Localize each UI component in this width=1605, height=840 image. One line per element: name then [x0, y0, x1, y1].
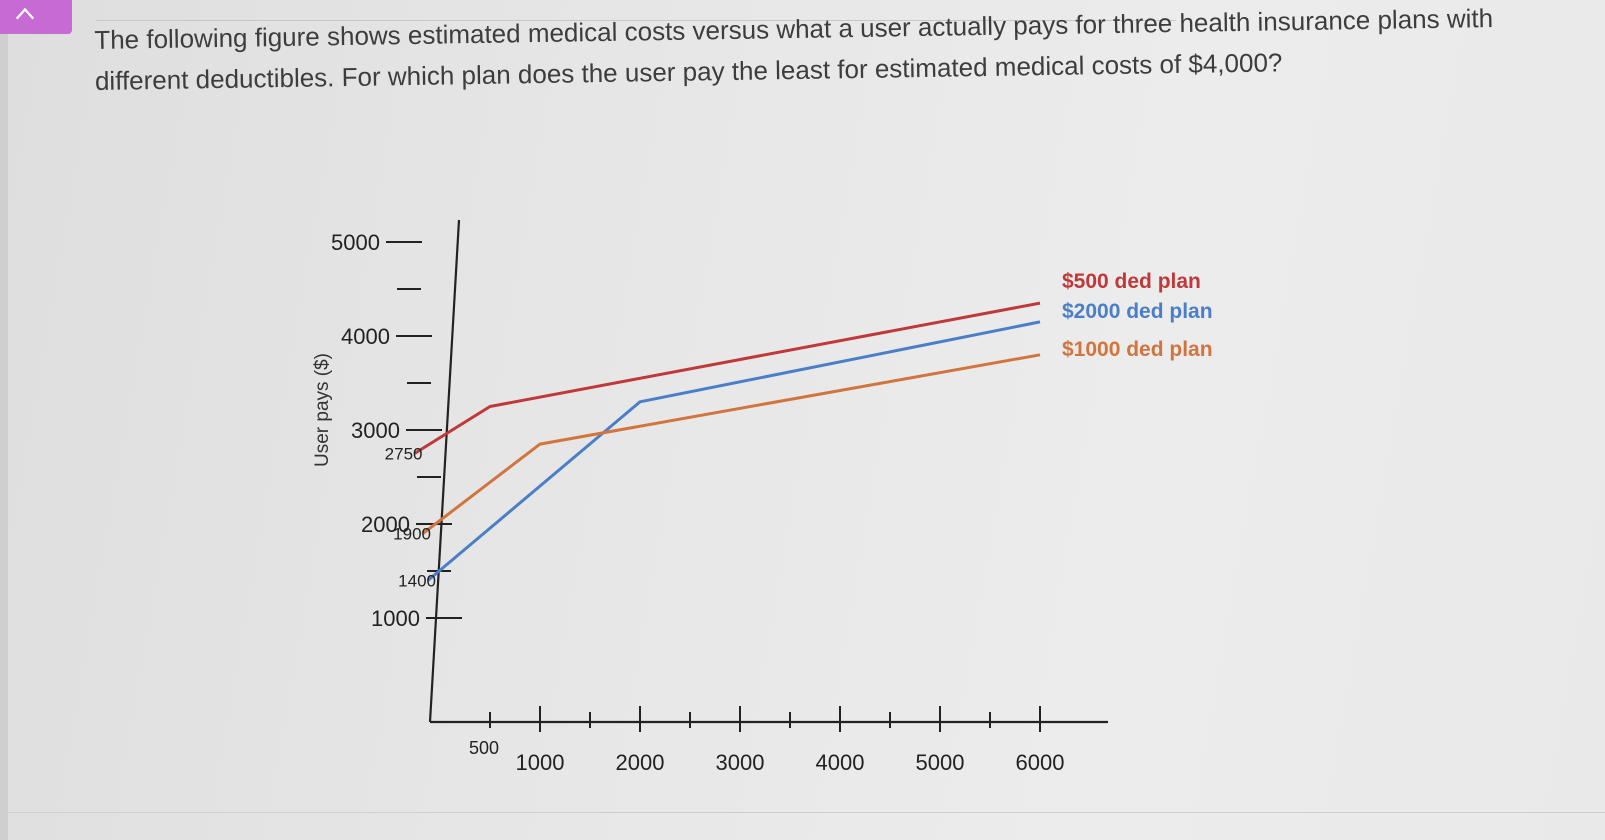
- y-axis-title: User pays ($): [312, 353, 333, 467]
- series-label-1: $2000 ded plan: [1062, 300, 1213, 323]
- y-tick-label: 4000: [341, 324, 390, 349]
- top-divider: [96, 20, 1176, 21]
- chart-axes: [386, 219, 1108, 732]
- y-special-label: 1900: [393, 524, 431, 543]
- y-axis-line: [428, 219, 461, 723]
- x-tick-label: 6000: [1016, 750, 1065, 775]
- series-label-2: $1000 ded plan: [1062, 338, 1213, 361]
- chevron-up-icon: [14, 4, 36, 31]
- chart-series: [413, 301, 1041, 582]
- x-tick-label: 4000: [816, 750, 865, 775]
- series-line-2: [422, 353, 1041, 535]
- series-line-1: [427, 320, 1041, 582]
- x-tick-label: 5000: [916, 750, 965, 775]
- x-tick-label: 2000: [616, 750, 665, 775]
- y-tick-label: 3000: [351, 418, 400, 443]
- series-label-0: $500 ded plan: [1062, 270, 1201, 293]
- x-tick-label: 1000: [516, 750, 565, 775]
- back-tab[interactable]: [0, 0, 72, 34]
- x-tick-label: 3000: [716, 750, 765, 775]
- x-tick-label: 500: [469, 738, 499, 758]
- chart-labels: 1000 2000 3000 4000 5000 2750 1900 1400 User pay…: [312, 230, 1213, 775]
- series-line-0: [413, 301, 1041, 455]
- y-special-label: 2750: [385, 445, 423, 464]
- y-tick-label: 5000: [331, 230, 380, 255]
- y-tick-label: 1000: [371, 606, 420, 631]
- y-special-label: 1400: [398, 571, 436, 590]
- y-tick-label: 2000: [361, 512, 410, 537]
- left-edge-strip: [0, 0, 8, 840]
- bottom-divider: [0, 812, 1605, 813]
